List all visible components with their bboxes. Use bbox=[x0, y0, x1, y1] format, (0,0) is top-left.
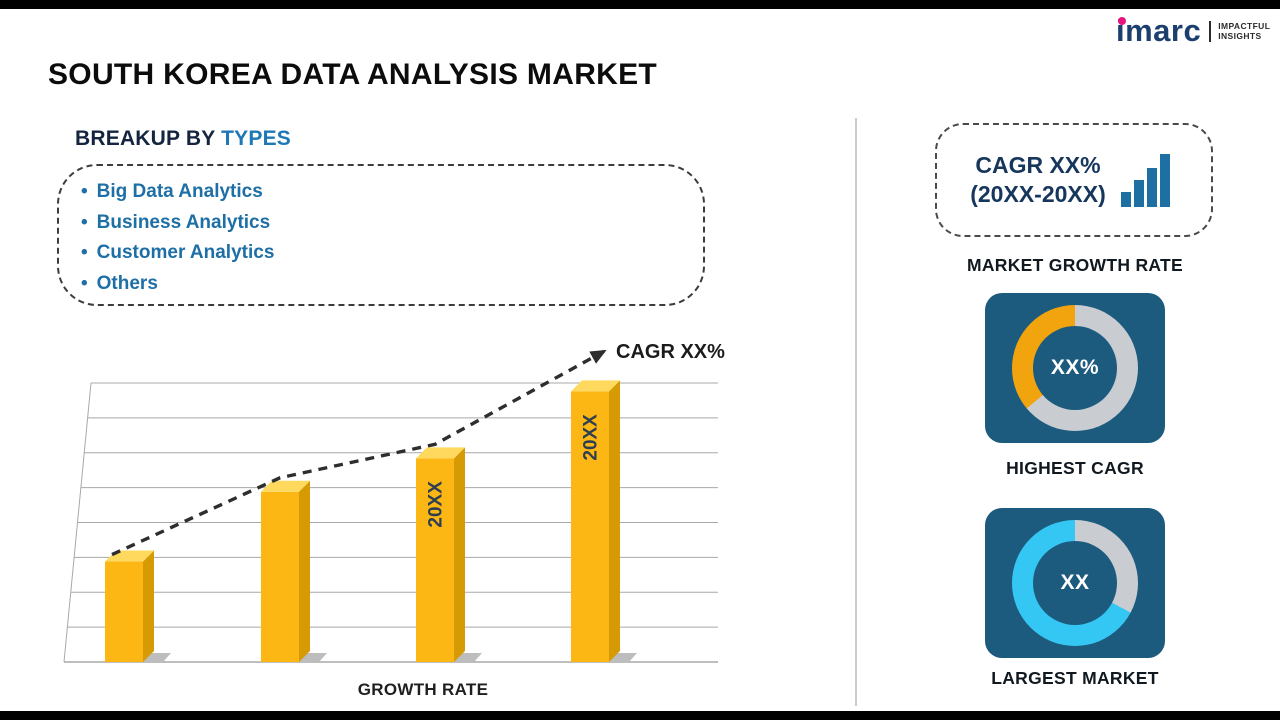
gridlines bbox=[63, 382, 718, 663]
chart-xlabel: GROWTH RATE bbox=[357, 680, 489, 699]
market-growth-rate-label: MARKET GROWTH RATE bbox=[966, 255, 1184, 275]
bar-side bbox=[609, 380, 620, 662]
breakup-heading: BREAKUP BY TYPES bbox=[75, 127, 291, 151]
highest-cagr-donut: XX% bbox=[1012, 305, 1138, 431]
brand-text: imarc bbox=[1116, 13, 1202, 48]
growth-bar-chart: 20XX 20XX bbox=[63, 349, 718, 663]
breakup-item: Business Analytics bbox=[81, 208, 703, 239]
bars: 20XX 20XX bbox=[105, 380, 637, 662]
highest-cagr-card: XX% bbox=[985, 293, 1165, 443]
top-border-bar bbox=[0, 0, 1280, 9]
bottom-border-bar bbox=[0, 711, 1280, 720]
bar-year-label: 20XX bbox=[426, 481, 447, 528]
bar-side bbox=[299, 480, 310, 662]
bar-face bbox=[105, 561, 143, 662]
cagr-value: CAGR XX% bbox=[975, 152, 1101, 178]
market-growth-text: CAGR XX% (20XX-20XX) bbox=[970, 151, 1106, 209]
brand-dot-icon bbox=[1118, 17, 1126, 25]
section-divider bbox=[855, 118, 857, 706]
breakup-item: Customer Analytics bbox=[81, 238, 703, 269]
breakup-heading-highlight: TYPES bbox=[221, 127, 291, 150]
tagline-line2: INSIGHTS bbox=[1218, 31, 1262, 41]
bar-face bbox=[416, 458, 454, 662]
breakup-heading-prefix: BREAKUP BY bbox=[75, 127, 222, 150]
bar-top bbox=[261, 480, 310, 492]
largest-market-card: XX bbox=[985, 508, 1165, 658]
bar-year-label: 20XX bbox=[581, 414, 602, 461]
breakup-list: Big Data Analytics Business Analytics Cu… bbox=[59, 166, 703, 299]
bar-side bbox=[143, 550, 154, 662]
breakup-item: Others bbox=[81, 269, 703, 300]
highest-cagr-value: XX% bbox=[1050, 356, 1100, 379]
imarc-logo: imarc IMPACTFUL INSIGHTS bbox=[1116, 14, 1270, 48]
cagr-period: (20XX-20XX) bbox=[970, 181, 1106, 207]
tagline-line1: IMPACTFUL bbox=[1218, 20, 1271, 31]
brand: imarc bbox=[1116, 14, 1201, 48]
bar-chart-icon bbox=[1120, 154, 1170, 207]
largest-market-donut: XX bbox=[1012, 520, 1138, 646]
breakup-item: Big Data Analytics bbox=[81, 177, 703, 208]
breakup-box: Big Data Analytics Business Analytics Cu… bbox=[57, 164, 705, 306]
bar-face bbox=[571, 391, 609, 662]
logo-tagline: IMPACTFUL INSIGHTS bbox=[1209, 20, 1271, 42]
bar-top bbox=[571, 380, 620, 392]
trend-arrow bbox=[111, 349, 607, 557]
bar-top bbox=[416, 447, 465, 459]
cagr-trend-label: CAGR XX% bbox=[616, 341, 725, 363]
highest-cagr-label: HIGHEST CAGR bbox=[1006, 458, 1144, 478]
largest-market-value: XX bbox=[1060, 571, 1090, 594]
page-title: SOUTH KOREA DATA ANALYSIS MARKET bbox=[48, 58, 658, 91]
largest-market-label: LARGEST MARKET bbox=[991, 668, 1159, 688]
market-growth-box: CAGR XX% (20XX-20XX) bbox=[935, 123, 1213, 237]
bar-face bbox=[261, 491, 299, 662]
bar-side bbox=[454, 447, 465, 662]
